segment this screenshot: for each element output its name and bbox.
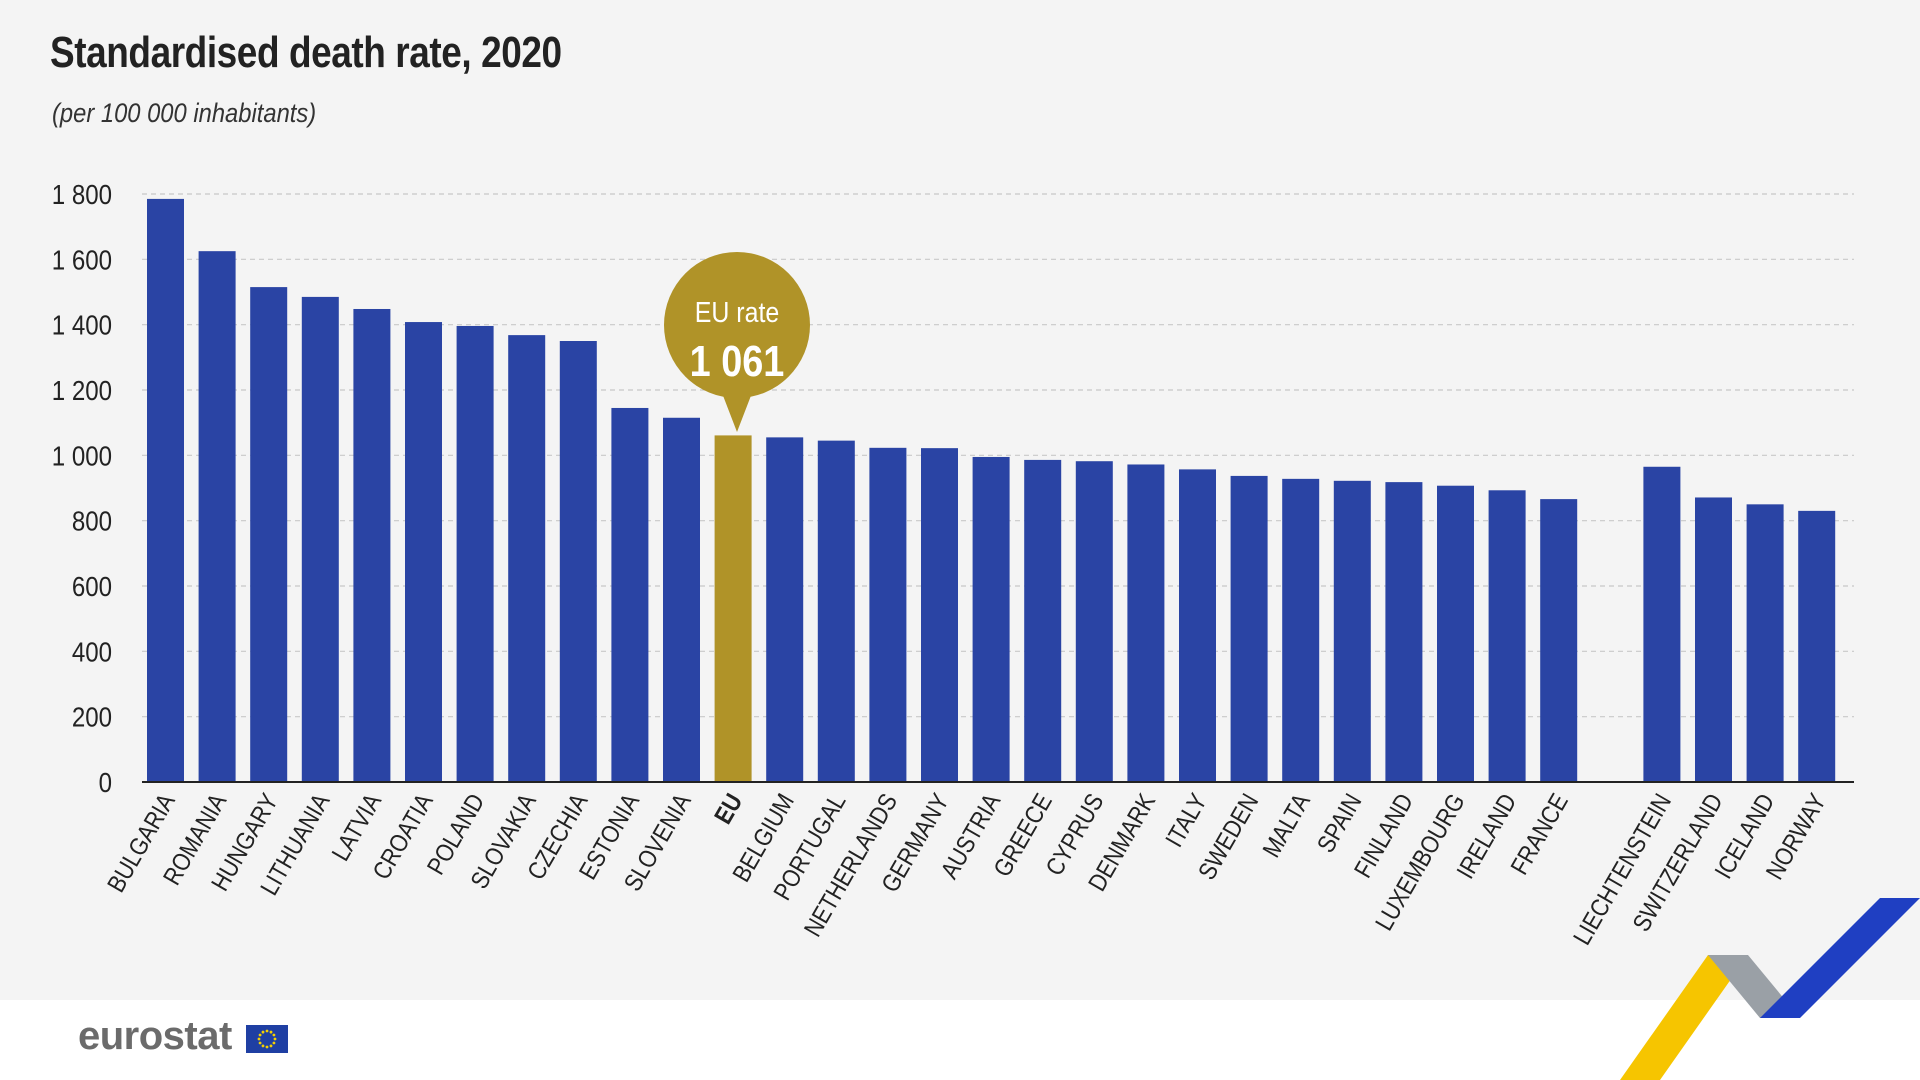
bar-finland — [1385, 482, 1423, 782]
bar-slovakia — [508, 335, 546, 782]
bar-croatia — [405, 322, 442, 782]
bar-sweden — [1230, 475, 1268, 782]
y-tick-label: 1 000 — [52, 440, 112, 472]
bar-bulgaria — [147, 198, 184, 782]
eurostat-logo-text: eurostat — [78, 1014, 232, 1058]
y-tick-label: 1 800 — [52, 178, 112, 210]
bar-germany — [921, 448, 958, 782]
y-tick-label: 400 — [72, 636, 112, 668]
flag-star — [273, 1037, 277, 1041]
flag-star — [257, 1037, 261, 1041]
y-tick-label: 600 — [72, 570, 112, 602]
eu-flag-icon — [246, 1025, 288, 1053]
bar-eu — [714, 435, 752, 782]
decorative-ribbon-icon — [1620, 898, 1920, 1080]
eu-rate-callout-bubble — [664, 252, 810, 398]
flag-star — [272, 1033, 276, 1037]
bar-portugal — [817, 440, 855, 782]
eu-rate-callout: EU rate 1 061 — [664, 252, 810, 432]
y-tick-label: 200 — [72, 701, 112, 733]
eu-rate-callout-pointer — [722, 393, 752, 432]
y-tick-label: 1 400 — [52, 309, 112, 341]
y-tick-label: 0 — [99, 766, 112, 798]
bar-malta — [1282, 478, 1320, 782]
bar-italy — [1179, 469, 1216, 782]
footer-bar — [0, 1000, 1920, 1080]
bar-belgium — [766, 437, 804, 782]
flag-star — [265, 1029, 269, 1033]
bar-ireland — [1488, 490, 1526, 782]
bar-iceland — [1746, 504, 1784, 782]
y-tick-label: 800 — [72, 505, 112, 537]
x-tick-label-italy: ITALY — [1160, 788, 1213, 851]
chart-subtitle: (per 100 000 inhabitants) — [52, 98, 317, 128]
bar-slovenia — [663, 417, 700, 782]
y-tick-label: 1 600 — [52, 244, 112, 276]
bar-greece — [1024, 459, 1062, 782]
eu-rate-label: EU rate — [695, 296, 780, 328]
flag-star — [265, 1045, 269, 1049]
bar-luxembourg — [1437, 485, 1474, 782]
bar-spain — [1333, 480, 1371, 782]
chart-title: Standardised death rate, 2020 — [50, 28, 562, 77]
bar-hungary — [250, 287, 288, 782]
bar-netherlands — [869, 447, 907, 782]
eu-rate-value: 1 061 — [690, 336, 785, 385]
x-tick-label-spain: SPAIN — [1311, 789, 1367, 857]
flag-star — [269, 1030, 273, 1034]
x-tick-label-eu: EU — [709, 789, 748, 829]
bar-czechia — [559, 341, 597, 782]
bar-latvia — [353, 308, 391, 782]
bar-liechtenstein — [1643, 466, 1681, 782]
bar-austria — [972, 456, 1010, 782]
flag-star — [258, 1041, 262, 1045]
bar-lithuania — [301, 296, 339, 782]
bar-switzerland — [1695, 497, 1732, 782]
bar-norway — [1798, 510, 1836, 782]
flag-star — [258, 1033, 262, 1037]
bar-estonia — [611, 407, 649, 782]
flag-star — [261, 1030, 265, 1034]
bar-france — [1540, 499, 1578, 782]
x-tick-label-malta: MALTA — [1257, 788, 1316, 862]
bar-romania — [198, 251, 236, 782]
bar-denmark — [1127, 464, 1165, 782]
flag-star — [272, 1041, 276, 1045]
flag-star — [269, 1044, 273, 1048]
bar-poland — [456, 325, 494, 782]
flag-star — [261, 1044, 265, 1048]
y-tick-label: 1 200 — [52, 374, 112, 406]
bar-cyprus — [1075, 461, 1113, 782]
